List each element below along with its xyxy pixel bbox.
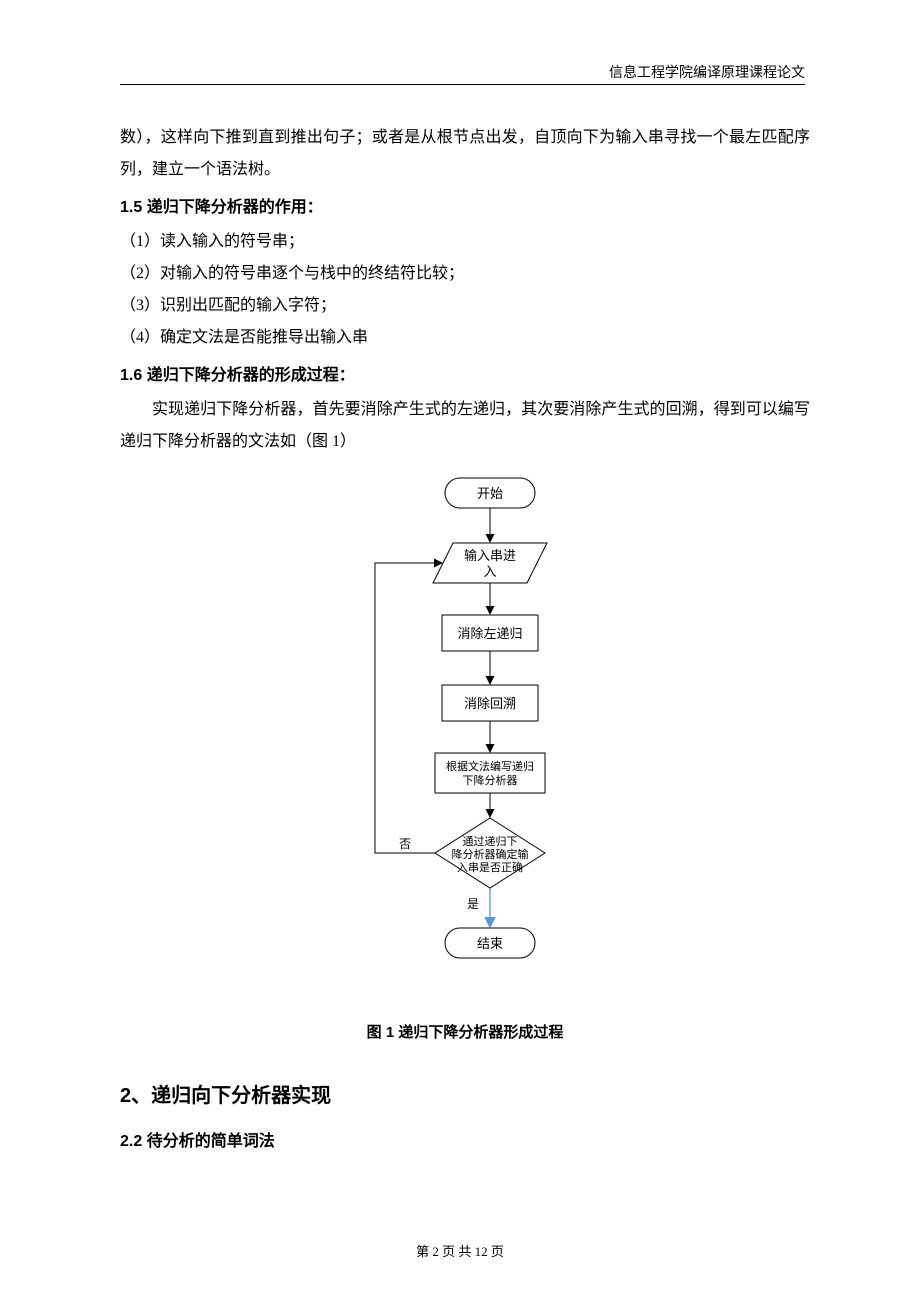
node-decision-line2: 降分析器确定输 bbox=[452, 847, 529, 861]
node-proc3-line1: 根据文法编写递归 bbox=[446, 759, 534, 773]
heading-2: 2、递归向下分析器实现 bbox=[120, 1076, 810, 1116]
header-right-text: 信息工程学院编译原理课程论文 bbox=[609, 62, 805, 82]
node-input-line2: 入 bbox=[483, 564, 496, 579]
node-start-label: 开始 bbox=[477, 486, 503, 501]
heading-1-5: 1.5 递归下降分析器的作用： bbox=[120, 192, 810, 224]
node-end-label: 结束 bbox=[477, 936, 503, 951]
page-footer: 第 2 页 共 12 页 bbox=[0, 1241, 920, 1260]
node-proc2-label: 消除回溯 bbox=[464, 696, 516, 711]
paragraph-1-6: 实现递归下降分析器，首先要消除产生式的左递归，其次要消除产生式的回溯，得到可以编… bbox=[120, 394, 810, 458]
label-no: 否 bbox=[399, 837, 411, 851]
footer-suffix: 页 bbox=[488, 1244, 504, 1259]
intro-paragraph: 数），这样向下推到直到推出句子；或者是从根节点出发，自顶向下为输入串寻找一个最左… bbox=[120, 122, 810, 186]
flowchart-svg: 开始 输入串进 入 消除左递归 消除回溯 根据文法编写递归 下降分析器 通过递归… bbox=[315, 468, 615, 978]
figure-1-flowchart: 开始 输入串进 入 消除左递归 消除回溯 根据文法编写递归 下降分析器 通过递归… bbox=[120, 468, 810, 990]
list-1-5-item-2: （2）对输入的符号串逐个与栈中的终结符比较； bbox=[120, 258, 810, 290]
node-proc1-label: 消除左递归 bbox=[457, 626, 522, 641]
content-area: 数），这样向下推到直到推出句子；或者是从根节点出发，自顶向下为输入串寻找一个最左… bbox=[120, 122, 810, 1158]
heading-2-2: 2.2 待分析的简单词法 bbox=[120, 1126, 810, 1158]
node-decision-line3: 入串是否正确 bbox=[457, 861, 523, 874]
label-yes: 是 bbox=[467, 897, 479, 911]
footer-total: 12 bbox=[475, 1244, 488, 1259]
footer-prefix: 第 bbox=[416, 1244, 432, 1259]
page: 信息工程学院编译原理课程论文 数），这样向下推到直到推出句子；或者是从根节点出发… bbox=[0, 0, 920, 1302]
edge-decision-loop bbox=[375, 563, 441, 853]
list-1-5-item-3: （3）识别出匹配的输入字符； bbox=[120, 290, 810, 322]
figure-1-caption: 图 1 递归下降分析器形成过程 bbox=[120, 1018, 810, 1048]
header-rule bbox=[120, 84, 805, 85]
node-input-line1: 输入串进 bbox=[464, 548, 516, 563]
heading-1-6: 1.6 递归下降分析器的形成过程： bbox=[120, 360, 810, 392]
node-decision-line1: 通过递归下 bbox=[463, 834, 518, 848]
node-proc3-line2: 下降分析器 bbox=[463, 773, 518, 787]
list-1-5-item-1: （1）读入输入的符号串； bbox=[120, 226, 810, 258]
list-1-5-item-4: （4）确定文法是否能推导出输入串 bbox=[120, 322, 810, 354]
node-proc3 bbox=[435, 753, 545, 793]
footer-mid: 页 共 bbox=[439, 1244, 475, 1259]
